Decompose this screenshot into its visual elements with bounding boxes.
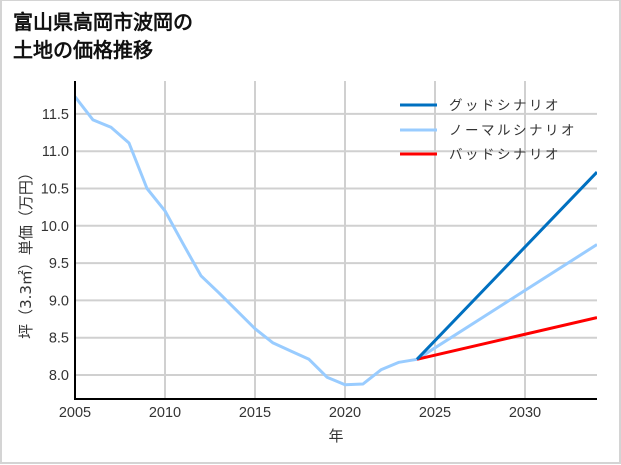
data-series bbox=[75, 95, 597, 387]
legend-label: グッドシナリオ bbox=[449, 98, 561, 114]
legend-label: ノーマルシナリオ bbox=[449, 123, 577, 139]
y-tick-label: 9.0 bbox=[49, 293, 69, 309]
axes bbox=[74, 81, 597, 400]
y-tick-labels: 8.0 8.5 9.0 9.5 10.0 10.5 11.0 11.5 bbox=[41, 107, 69, 384]
y-tick-label: 9.5 bbox=[49, 256, 69, 272]
y-tick-label: 11.0 bbox=[42, 144, 69, 160]
y-tick-label: 11.5 bbox=[42, 107, 69, 123]
legend-item: グッドシナリオ bbox=[400, 98, 561, 114]
x-tick-label: 2005 bbox=[59, 405, 91, 421]
y-tick-label: 8.5 bbox=[49, 331, 69, 347]
y-tick-label: 10.0 bbox=[41, 219, 69, 235]
x-tick-label: 2025 bbox=[419, 405, 451, 421]
legend-item: バッドシナリオ bbox=[400, 147, 561, 163]
x-axis-label: 年 bbox=[328, 427, 343, 445]
series-line bbox=[416, 243, 597, 361]
x-tick-label: 2015 bbox=[239, 405, 271, 421]
x-tick-label: 2030 bbox=[509, 405, 541, 421]
legend-item: ノーマルシナリオ bbox=[400, 123, 577, 139]
series-line bbox=[416, 316, 597, 361]
series-line bbox=[75, 95, 418, 387]
chart-title-line-2: 土地の価格推移 bbox=[13, 38, 153, 62]
legend-label: バッドシナリオ bbox=[449, 147, 561, 163]
chart-title: 富山県高岡市波岡の 土地の価格推移 bbox=[13, 8, 193, 64]
y-axis-label: 坪（3.3㎡）単価（万円） bbox=[17, 165, 35, 339]
y-tick-label: 8.0 bbox=[49, 368, 69, 384]
x-tick-label: 2010 bbox=[149, 405, 181, 421]
gridlines bbox=[74, 81, 597, 399]
chart-title-line-1: 富山県高岡市波岡の bbox=[13, 10, 193, 34]
y-tick-label: 10.5 bbox=[41, 182, 69, 198]
x-tick-labels: 2005 2010 2015 2020 2025 2030 bbox=[59, 405, 541, 421]
x-tick-label: 2020 bbox=[329, 405, 361, 421]
series-line bbox=[415, 171, 597, 361]
